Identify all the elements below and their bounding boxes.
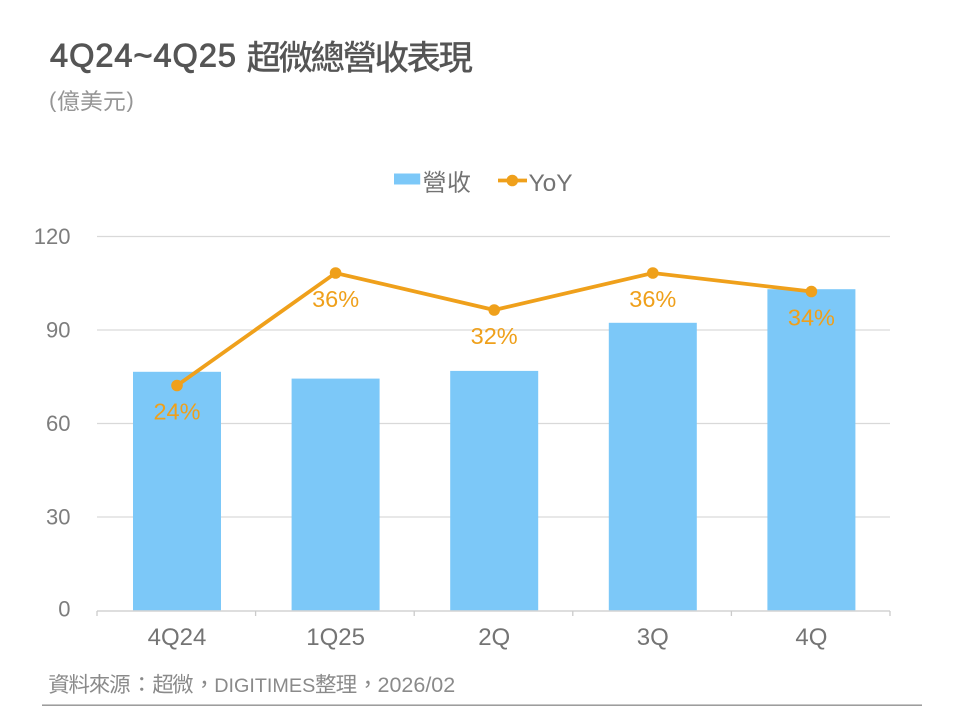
- svg-text:30: 30: [46, 505, 70, 530]
- svg-text:(: (: [49, 88, 57, 113]
- svg-text:32%: 32%: [471, 323, 518, 349]
- svg-text:): ): [127, 88, 134, 113]
- svg-text:2Q: 2Q: [478, 624, 510, 651]
- svg-text:4Q: 4Q: [795, 624, 827, 651]
- svg-text:90: 90: [46, 318, 70, 343]
- svg-text:24%: 24%: [153, 399, 200, 425]
- svg-text:36%: 36%: [312, 286, 359, 312]
- svg-text:0: 0: [58, 597, 70, 622]
- svg-text:1Q25: 1Q25: [306, 624, 365, 651]
- svg-text:3Q: 3Q: [637, 624, 669, 651]
- svg-text:4Q24: 4Q24: [148, 624, 207, 651]
- svg-text:4Q24~4Q25: 4Q24~4Q25: [50, 37, 237, 73]
- svg-text:34%: 34%: [788, 305, 835, 331]
- svg-text:DIGITIMES: DIGITIMES: [214, 675, 315, 697]
- svg-text:36%: 36%: [629, 286, 676, 312]
- svg-text:120: 120: [34, 224, 71, 249]
- svg-text:YoY: YoY: [529, 170, 573, 197]
- svg-text:60: 60: [46, 411, 70, 436]
- svg-text:2026/02: 2026/02: [378, 673, 456, 697]
